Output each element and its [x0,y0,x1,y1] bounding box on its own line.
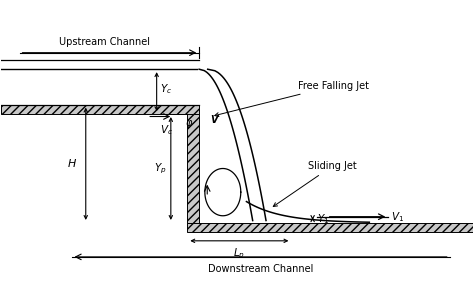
Text: $V_c$: $V_c$ [160,124,173,137]
Text: Sliding Jet: Sliding Jet [273,161,356,207]
Text: Upstream Channel: Upstream Channel [59,37,150,47]
Polygon shape [0,105,199,114]
Text: $L_p$: $L_p$ [233,247,246,261]
Text: H: H [68,159,76,169]
Text: $Y_p$: $Y_p$ [155,161,167,176]
Text: Downstream Channel: Downstream Channel [208,264,313,274]
Polygon shape [187,114,199,223]
Text: $\varphi$: $\varphi$ [185,118,193,130]
Text: $Y_c$: $Y_c$ [160,82,173,96]
Text: V: V [210,115,218,125]
Text: $V_1$: $V_1$ [391,210,404,224]
Text: Free Falling Jet: Free Falling Jet [215,81,369,117]
Polygon shape [187,223,474,232]
Text: $Y_1$: $Y_1$ [318,212,329,225]
